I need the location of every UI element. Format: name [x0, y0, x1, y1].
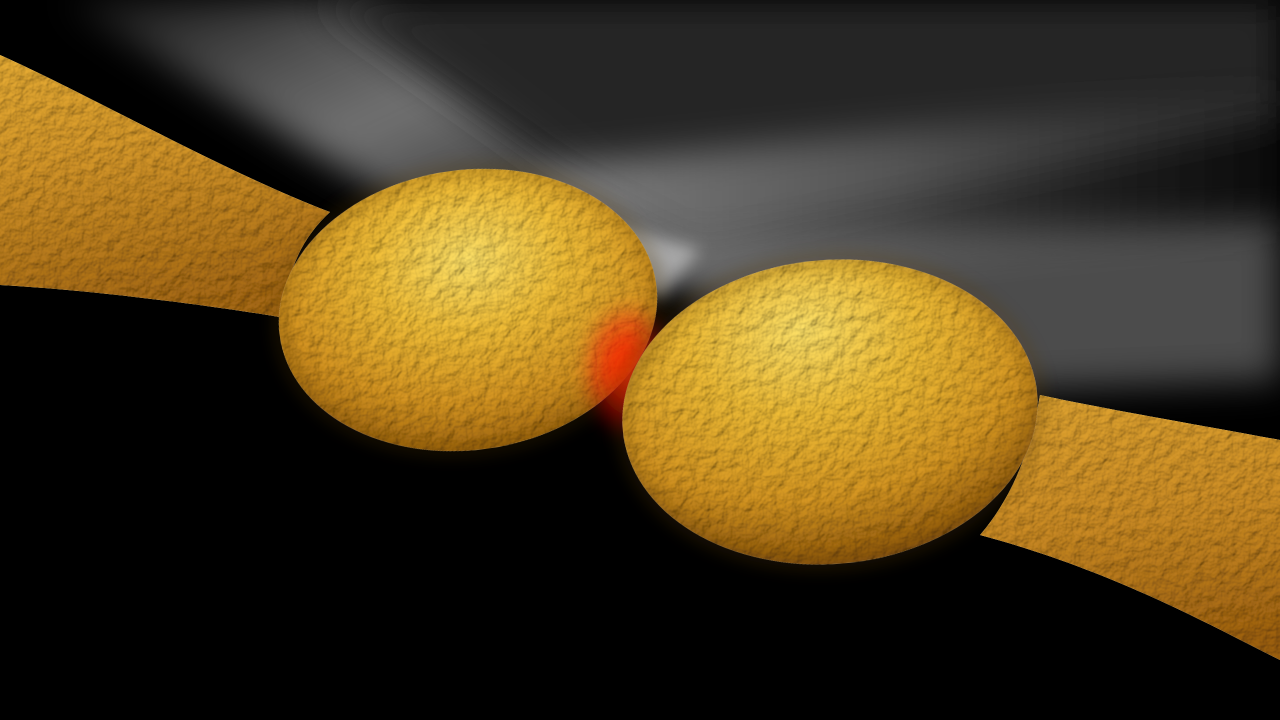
left-gold-sphere — [278, 168, 658, 452]
right-gold-sphere — [622, 259, 1038, 565]
right-gold-stem — [980, 395, 1280, 660]
left-gold-stem — [0, 55, 330, 318]
sphere-rim-shadows — [273, 163, 1044, 571]
